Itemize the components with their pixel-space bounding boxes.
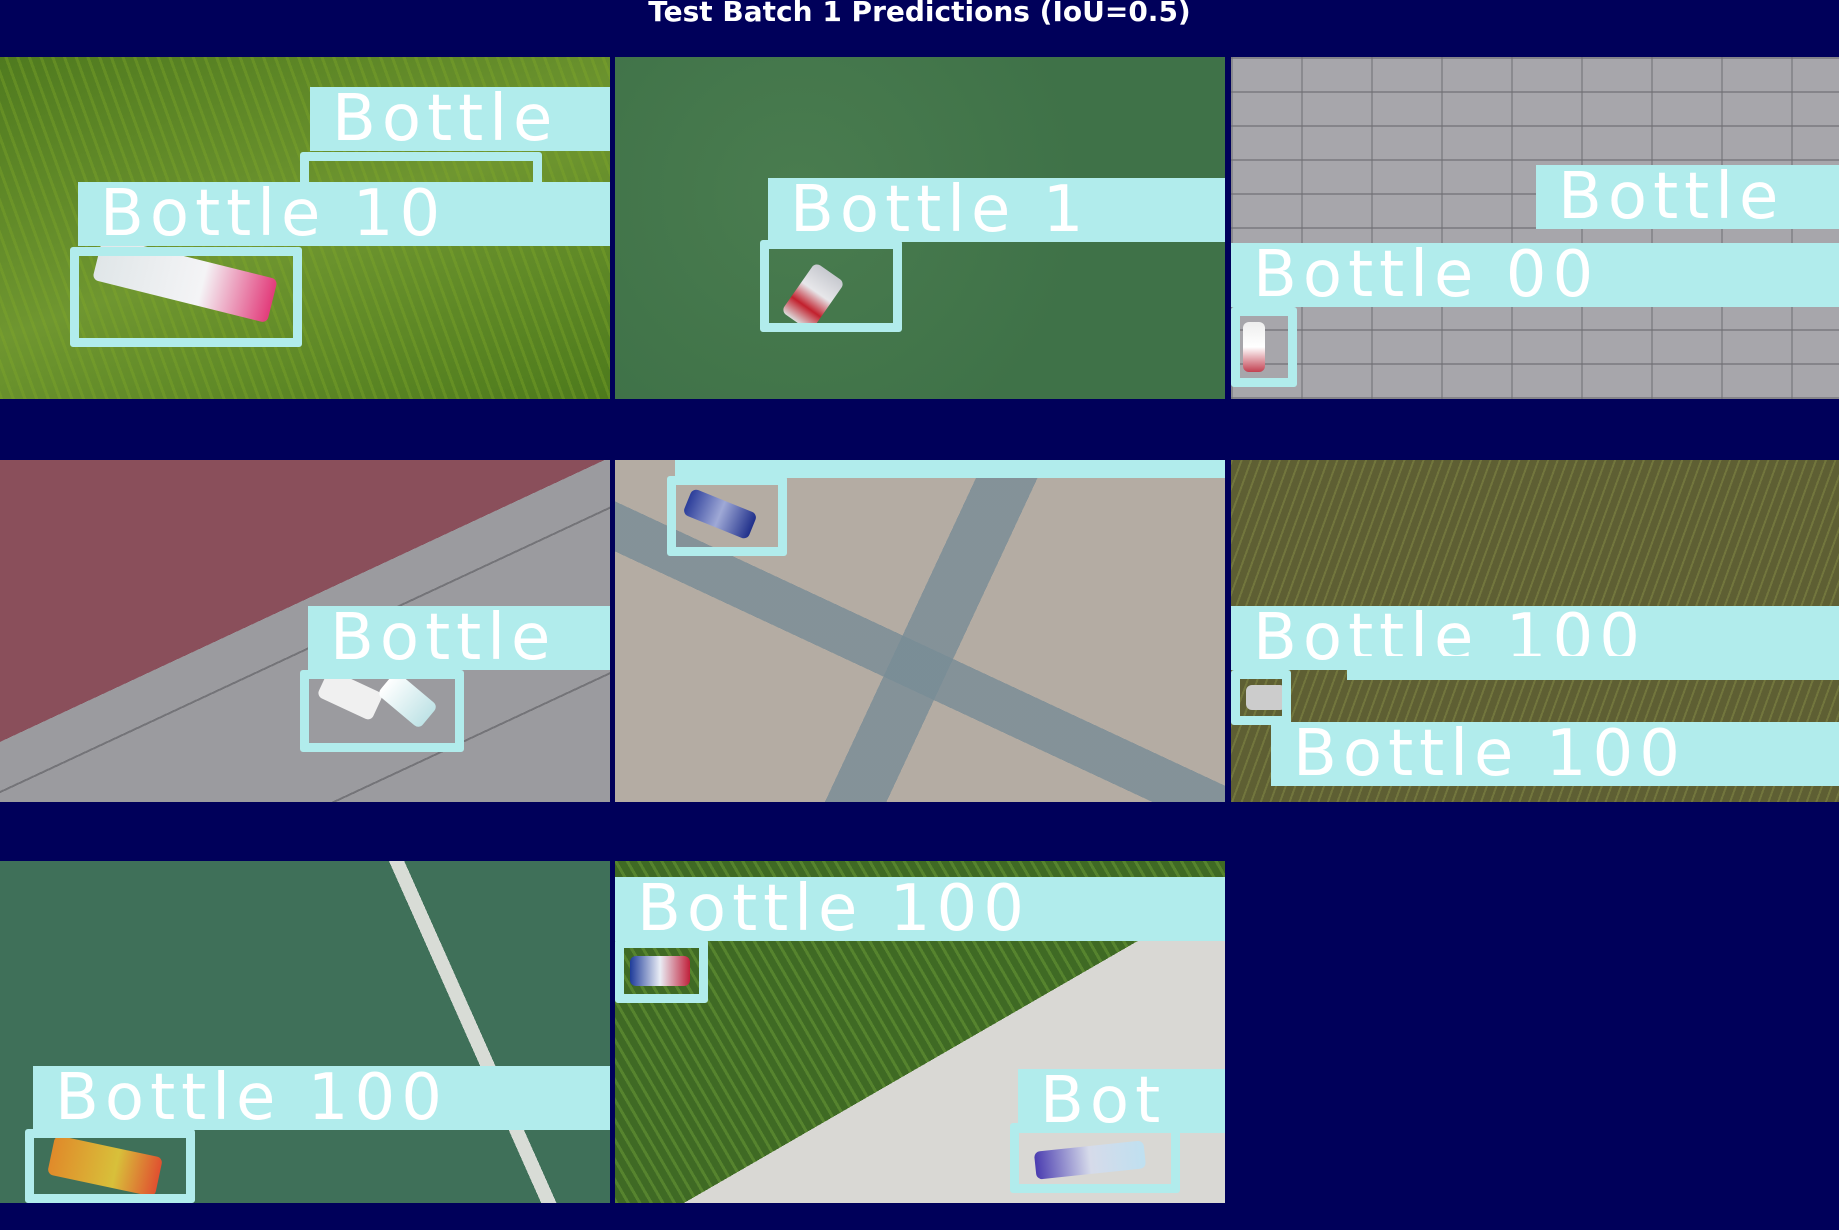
detection-label: Bottle 100 bbox=[615, 877, 1225, 941]
prediction-tile: Bottle 100 Bottle 100 bbox=[1231, 460, 1839, 802]
prediction-tile: Bottle bbox=[0, 460, 610, 802]
bounding-box bbox=[1010, 1123, 1180, 1193]
bounding-box bbox=[667, 476, 787, 556]
bottle-object bbox=[630, 956, 690, 986]
detection-label: Bottle bbox=[308, 606, 610, 670]
bottle-object bbox=[1246, 685, 1286, 710]
bottle-object bbox=[1243, 322, 1265, 372]
detection-label: Bottle 1 bbox=[768, 178, 1225, 242]
bounding-box bbox=[1231, 670, 1291, 725]
detection-label: Bottle 00 bbox=[1231, 243, 1839, 307]
detection-label: Bottle 10 bbox=[78, 182, 610, 246]
detection-label bbox=[675, 460, 1225, 478]
prediction-tile: Bottle Bottle 10 bbox=[0, 57, 610, 399]
bounding-box bbox=[615, 939, 708, 1003]
detection-label: Bottle 100 bbox=[33, 1066, 610, 1130]
prediction-tile: Bottle Bottle 00 bbox=[1231, 57, 1839, 399]
bounding-box bbox=[1231, 307, 1297, 387]
detection-label: Bottle 100 bbox=[1271, 722, 1839, 786]
bounding-box bbox=[25, 1129, 195, 1203]
detection-label: Bottle bbox=[1536, 165, 1839, 229]
figure-title: Test Batch 1 Predictions (IoU=0.5) bbox=[648, 0, 1191, 28]
prediction-tile: Bottle 100 bbox=[0, 861, 610, 1203]
bounding-box bbox=[70, 247, 302, 347]
prediction-tile: Bottle 1 bbox=[615, 57, 1225, 399]
detection-label: Bot bbox=[1018, 1069, 1225, 1133]
prediction-tile: Bottle 100 Bot bbox=[615, 861, 1225, 1203]
prediction-tile bbox=[615, 460, 1225, 802]
detection-label bbox=[1347, 656, 1839, 680]
bounding-box bbox=[300, 670, 464, 752]
bounding-box bbox=[760, 240, 902, 332]
detection-label: Bottle bbox=[310, 87, 610, 151]
